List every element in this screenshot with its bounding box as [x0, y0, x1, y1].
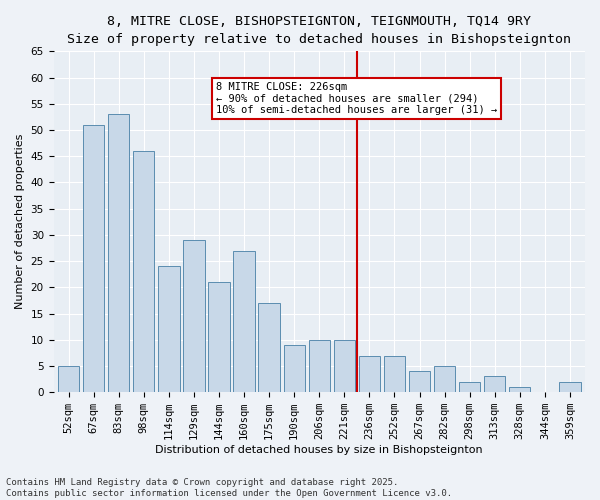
Title: 8, MITRE CLOSE, BISHOPSTEIGNTON, TEIGNMOUTH, TQ14 9RY
Size of property relative : 8, MITRE CLOSE, BISHOPSTEIGNTON, TEIGNMO… — [67, 15, 571, 46]
Text: Contains HM Land Registry data © Crown copyright and database right 2025.
Contai: Contains HM Land Registry data © Crown c… — [6, 478, 452, 498]
Bar — [108, 114, 130, 392]
Bar — [233, 250, 255, 392]
Bar — [208, 282, 230, 392]
Bar — [308, 340, 330, 392]
Bar — [334, 340, 355, 392]
Text: 8 MITRE CLOSE: 226sqm
← 90% of detached houses are smaller (294)
10% of semi-det: 8 MITRE CLOSE: 226sqm ← 90% of detached … — [216, 82, 497, 115]
Bar — [133, 151, 154, 392]
Bar — [83, 125, 104, 392]
Bar — [58, 366, 79, 392]
Bar — [509, 387, 530, 392]
Y-axis label: Number of detached properties: Number of detached properties — [15, 134, 25, 310]
Bar — [484, 376, 505, 392]
Bar — [434, 366, 455, 392]
Bar — [459, 382, 481, 392]
Bar — [158, 266, 179, 392]
Bar — [384, 356, 405, 392]
Bar — [559, 382, 581, 392]
Bar — [409, 371, 430, 392]
Bar — [359, 356, 380, 392]
Bar — [259, 303, 280, 392]
X-axis label: Distribution of detached houses by size in Bishopsteignton: Distribution of detached houses by size … — [155, 445, 483, 455]
Bar — [183, 240, 205, 392]
Bar — [284, 345, 305, 392]
